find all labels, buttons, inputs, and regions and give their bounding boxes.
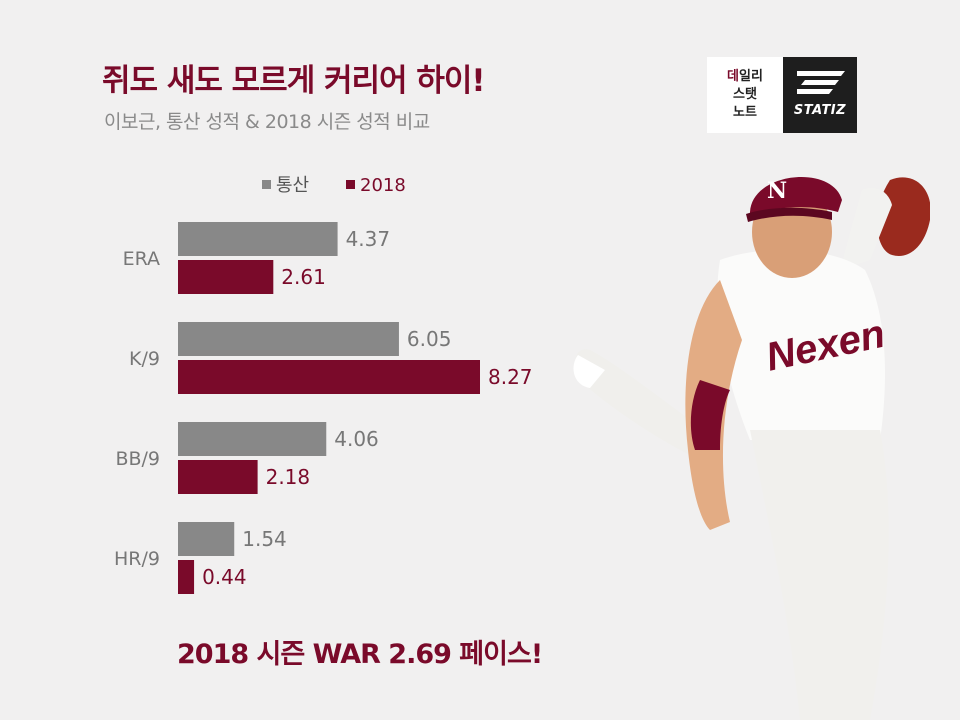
value-label-1-0: 2.61 — [281, 265, 326, 289]
bar-1-3 — [178, 560, 195, 594]
bar-0-1 — [178, 322, 399, 356]
legend-label-0: 통산 — [276, 175, 309, 196]
bar-chart: 통산 2018 ERA 4.37 2.61 K/9 6.05 8.27 BB/9 4.06 2.18… — [114, 175, 533, 594]
legend-swatch-0 — [262, 180, 271, 189]
daily-stat-note-label: 데일리 스탯 노트 — [707, 57, 783, 133]
bar-1-2 — [178, 460, 258, 494]
value-label-0-3: 1.54 — [242, 527, 287, 551]
logo-accent-char: 데 — [727, 69, 740, 84]
logo-line1-rest: 일리 — [739, 69, 763, 84]
chart-footer: 2018 시즌 WAR 2.69 페이스! — [177, 639, 543, 670]
chart-subtitle: 이보근, 통산 성적 & 2018 시즌 성적 비교 — [104, 111, 430, 133]
pitcher-photo: N Nexen — [573, 177, 930, 720]
value-label-1-2: 2.18 — [266, 465, 311, 489]
category-label-k-9: K/9 — [129, 348, 160, 370]
value-label-0-2: 4.06 — [334, 427, 379, 451]
bar-0-2 — [178, 422, 327, 456]
svg-text:N: N — [767, 178, 787, 204]
legend-swatch-1 — [346, 180, 355, 189]
bar-1-0 — [178, 260, 274, 294]
bar-0-0 — [178, 222, 338, 256]
bar-1-1 — [178, 360, 480, 394]
statiz-logo: 데일리 스탯 노트 STATIZ — [707, 57, 857, 133]
value-label-1-1: 8.27 — [488, 365, 533, 389]
value-label-1-3: 0.44 — [202, 565, 247, 589]
category-label-bb-9: BB/9 — [115, 448, 160, 470]
chart-title: 쥐도 새도 모르게 커리어 하이! — [102, 63, 486, 99]
category-label-hr-9: HR/9 — [114, 548, 160, 570]
value-label-0-0: 4.37 — [346, 227, 391, 251]
category-label-era: ERA — [123, 248, 160, 270]
statiz-wordmark: STATIZ — [793, 103, 847, 118]
logo-line3: 노트 — [733, 105, 757, 120]
legend-label-1: 2018 — [360, 175, 406, 196]
value-label-0-1: 6.05 — [407, 327, 452, 351]
bar-0-3 — [178, 522, 235, 556]
statiz-mark: STATIZ — [783, 57, 857, 133]
statiz-stripes-icon — [797, 71, 845, 94]
logo-line2: 스탯 — [733, 87, 757, 102]
